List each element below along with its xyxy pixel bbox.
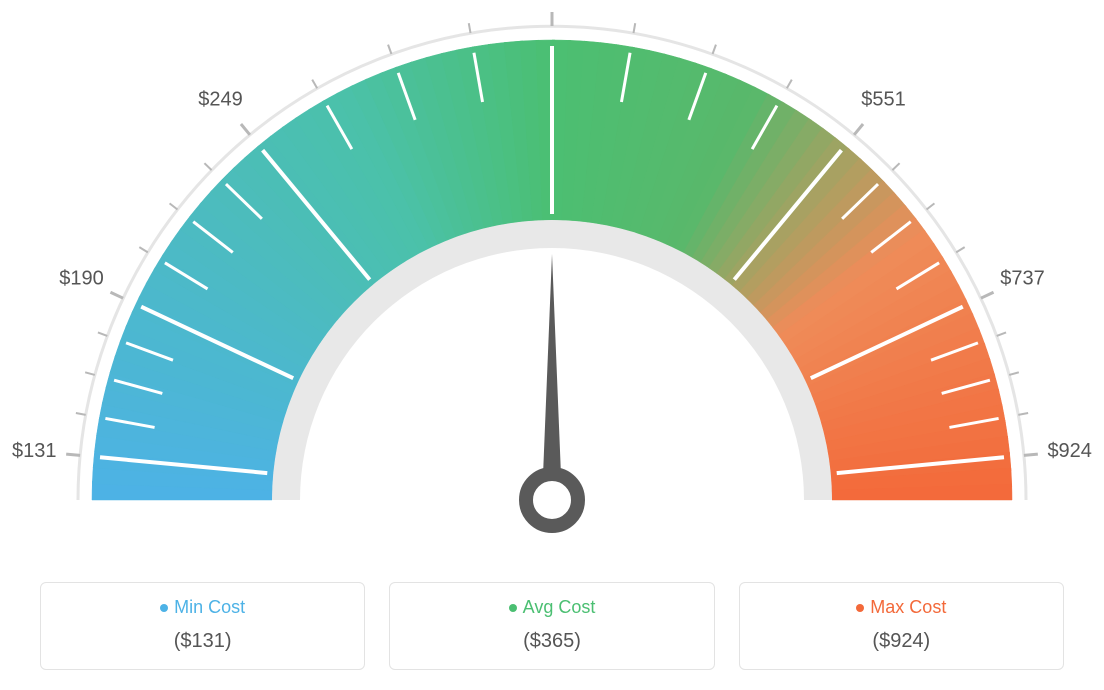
svg-text:$924: $924 <box>1047 440 1092 462</box>
svg-text:$131: $131 <box>12 440 57 462</box>
cost-gauge-widget: $131$190$249$365$551$737$924 Min Cost ($… <box>0 0 1104 690</box>
legend-title-text: Avg Cost <box>523 597 596 617</box>
legend-title-avg: Avg Cost <box>400 597 703 618</box>
svg-text:$190: $190 <box>59 268 104 290</box>
legend-value-max: ($924) <box>750 630 1053 653</box>
svg-text:$551: $551 <box>861 88 906 110</box>
legend-card-max: Max Cost ($924) <box>739 582 1064 670</box>
dot-icon <box>509 604 517 612</box>
legend-value-min: ($131) <box>51 630 354 653</box>
legend-value-avg: ($365) <box>400 630 703 653</box>
legend-card-min: Min Cost ($131) <box>40 582 365 670</box>
legend-row: Min Cost ($131) Avg Cost ($365) Max Cost… <box>40 582 1064 670</box>
legend-card-avg: Avg Cost ($365) <box>389 582 714 670</box>
legend-title-min: Min Cost <box>51 597 354 618</box>
gauge-chart: $131$190$249$365$551$737$924 <box>0 0 1104 560</box>
svg-text:$249: $249 <box>198 88 243 110</box>
dot-icon <box>160 604 168 612</box>
dot-icon <box>856 604 864 612</box>
legend-title-text: Max Cost <box>870 597 946 617</box>
legend-title-text: Min Cost <box>174 597 245 617</box>
legend-title-max: Max Cost <box>750 597 1053 618</box>
svg-text:$737: $737 <box>1000 268 1045 290</box>
